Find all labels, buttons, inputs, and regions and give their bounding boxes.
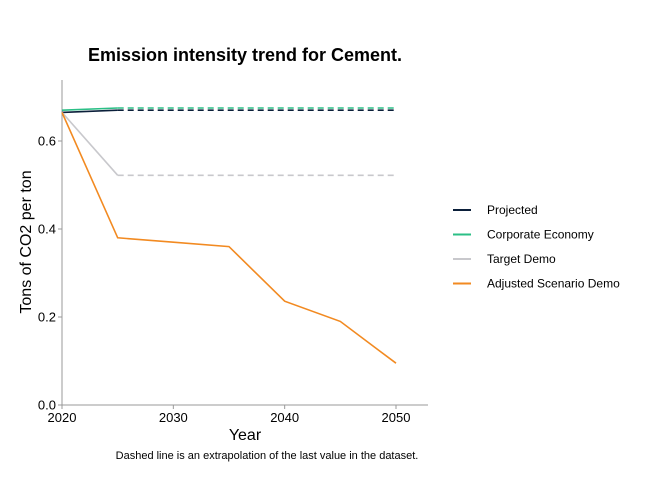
y-axis-ticks: 0.0 0.2 0.4 0.6 bbox=[38, 134, 62, 413]
legend-label-target-demo: Target Demo bbox=[487, 252, 556, 266]
corporate-economy-series-line bbox=[61, 107, 118, 111]
legend-label-projected: Projected bbox=[487, 203, 538, 217]
target-demo-series-line bbox=[61, 111, 119, 176]
adjusted-scenario-demo-series-line bbox=[61, 112, 397, 364]
legend-label-corporate-economy: Corporate Economy bbox=[487, 228, 594, 242]
x-axis-label: Year bbox=[229, 427, 262, 444]
legend: Projected Corporate Economy Target Demo Adj… bbox=[453, 203, 620, 291]
x-tick-label: 2040 bbox=[270, 410, 299, 425]
y-tick-label: 0.4 bbox=[38, 222, 56, 237]
x-axis-ticks: 2020 2030 2040 2050 bbox=[48, 405, 411, 425]
plot-lines bbox=[61, 107, 397, 364]
y-tick-label: 0.2 bbox=[38, 310, 56, 325]
chart-caption: Dashed line is an extrapolation of the l… bbox=[116, 450, 419, 462]
x-tick-label: 2030 bbox=[159, 410, 188, 425]
x-tick-label: 2020 bbox=[48, 410, 77, 425]
chart-title: Emission intensity trend for Cement. bbox=[88, 45, 402, 65]
projected-series-line bbox=[61, 109, 118, 114]
y-axis-label: Tons of CO2 per ton bbox=[18, 170, 35, 313]
axes: 2020 2030 2040 2050 0.0 0.2 0.4 0.6 bbox=[38, 80, 428, 425]
x-tick-label: 2050 bbox=[382, 410, 411, 425]
y-tick-label: 0.6 bbox=[38, 134, 56, 149]
y-tick-label: 0.0 bbox=[38, 398, 56, 413]
legend-label-adjusted-scenario-demo: Adjusted Scenario Demo bbox=[487, 277, 620, 291]
